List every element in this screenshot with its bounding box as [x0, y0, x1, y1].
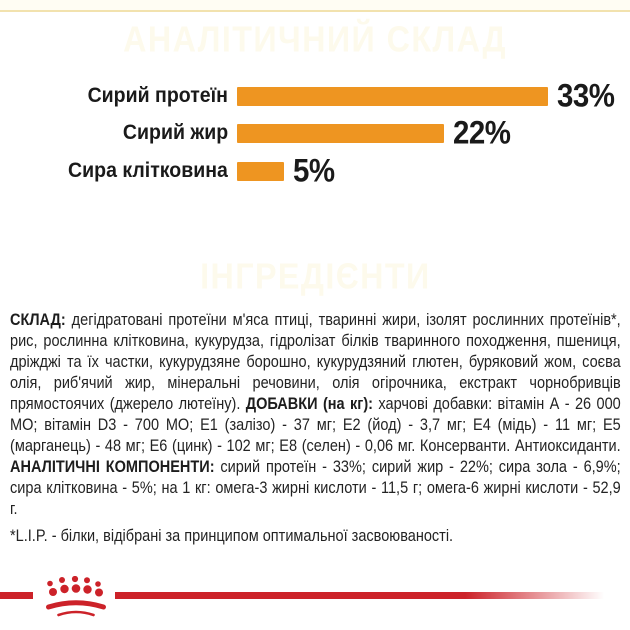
chart-bar — [237, 123, 444, 143]
composition-section-label: ДОБАВКИ (на кг): — [245, 395, 379, 413]
chart-value-label: 33% — [557, 77, 615, 114]
analytical-composition-header-band: АНАЛІТИЧНИЙ СКЛАД — [10, 13, 620, 67]
lip-footnote: *L.I.P. - білки, відібрані за принципом … — [10, 527, 454, 545]
composition-text: сирий протеїн - 33%; сирий жир - 22%; си… — [10, 458, 621, 518]
analytical-composition-title: АНАЛІТИЧНИЙ СКЛАД — [123, 19, 507, 60]
chart-value-label: 22% — [453, 114, 511, 151]
composition-section-label: АНАЛІТИЧНІ КОМПОНЕНТИ: — [10, 458, 221, 476]
ingredients-header-band: ІНГРЕДІЄНТИ — [10, 250, 620, 304]
composition-paragraph: СКЛАД: дегідратовані протеїни м'яса птиц… — [10, 310, 621, 520]
composition-text: харчові добавки: вітамін А - 26 000 МО; … — [10, 395, 621, 455]
royal-canin-crown-logo — [46, 576, 106, 617]
chart-bar — [237, 161, 284, 181]
top-edge-divider — [0, 10, 630, 12]
chart-category-label: Сирий протеїн — [87, 83, 228, 108]
chart-value-label: 5% — [293, 152, 335, 189]
footer-brand-line-left — [0, 592, 33, 599]
chart-category-label: Сира клітковина — [68, 158, 228, 183]
ingredients-text-block: СКЛАД: дегідратовані протеїни м'яса птиц… — [10, 310, 621, 547]
composition-text: дегідратовані протеїни м'яса птиці, твар… — [10, 311, 621, 413]
chart-category-label: Сирий жир — [122, 120, 228, 145]
ingredients-title: ІНГРЕДІЄНТИ — [199, 256, 431, 297]
chart-row: Сирий протеїн 33% — [0, 77, 630, 114]
top-edge-strip — [0, 0, 630, 10]
chart-row: Сира клітковина 5% — [0, 152, 630, 189]
composition-section-label: СКЛАД: — [10, 311, 72, 329]
analytical-composition-bar-chart: Сирий протеїн 33% Сирий жир 22% Сира клітков… — [0, 77, 630, 198]
chart-row: Сирий жир 22% — [0, 114, 630, 151]
footer-brand-line-right — [115, 592, 630, 599]
chart-bar — [237, 86, 548, 106]
